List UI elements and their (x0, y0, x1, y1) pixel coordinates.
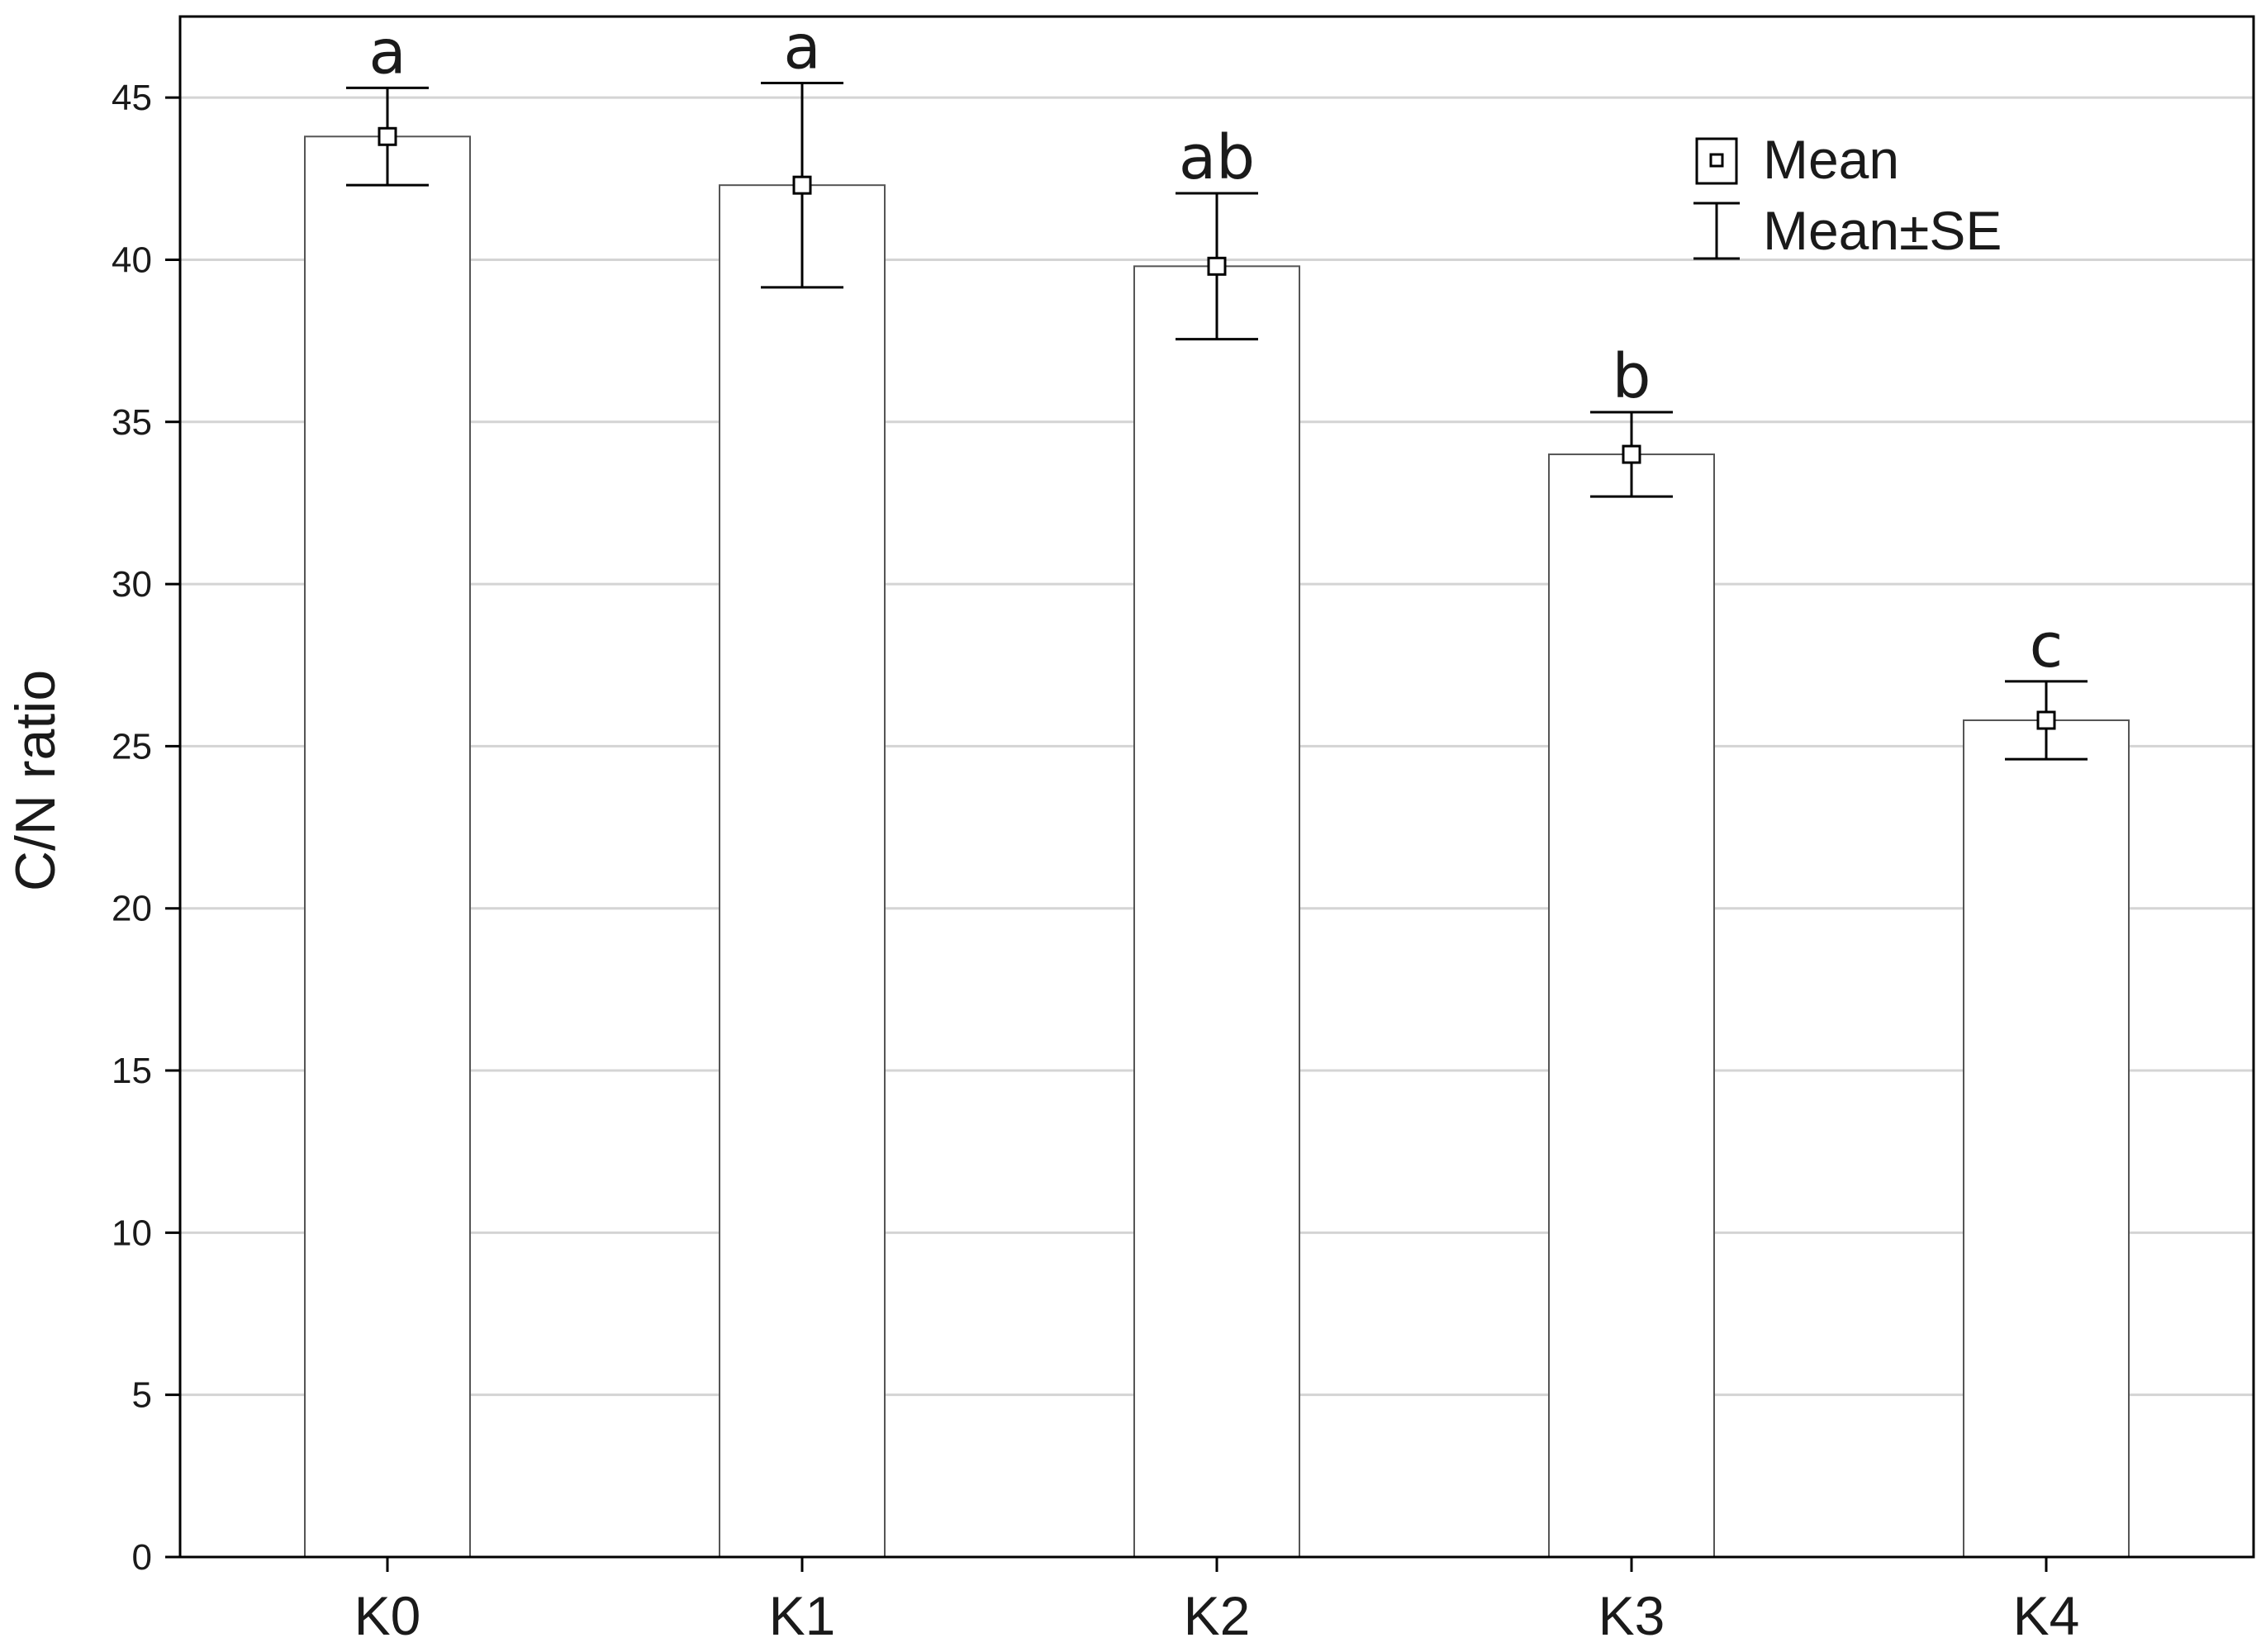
y-axis-title: C/N ratio (4, 670, 67, 891)
y-tick-label-10: 10 (112, 1213, 152, 1253)
legend: Mean Mean±SE (1693, 129, 2002, 261)
mean-marker-K4 (2036, 710, 2056, 730)
x-tick-label-K1: K1 (769, 1585, 836, 1646)
y-tick-label-25: 25 (112, 726, 152, 767)
y-tick-label-35: 35 (112, 402, 152, 443)
bar-K2 (1133, 265, 1300, 1559)
y-tick-label-45: 45 (112, 78, 152, 118)
significance-letter-K3: b (1613, 341, 1651, 412)
bar-K1 (719, 184, 886, 1558)
x-tick-label-K3: K3 (1598, 1585, 1665, 1646)
mean-marker-K1 (792, 175, 812, 195)
bar-K4 (1963, 719, 2130, 1558)
legend-mean-marker-dot (1709, 153, 1724, 168)
mean-marker-K0 (378, 126, 397, 146)
y-tick-label-0: 0 (132, 1537, 152, 1578)
significance-letter-K2: ab (1179, 122, 1255, 193)
y-tick-label-20: 20 (112, 889, 152, 929)
tick-layer: 0 5 10 15 20 25 30 35 40 45 K0 K1 K2 K3 K4 (112, 78, 2079, 1646)
y-tick-label-30: 30 (112, 564, 152, 605)
legend-mean-label: Mean (1763, 129, 1899, 190)
significance-letter-K0: a (368, 17, 406, 88)
x-tick-label-K4: K4 (2013, 1585, 2080, 1646)
significance-letter-K4: c (2030, 610, 2064, 681)
bar-K3 (1548, 453, 1715, 1558)
legend-se-label: Mean±SE (1763, 200, 2002, 261)
bar-layer (304, 135, 2130, 1559)
significance-letter-K1: a (783, 12, 820, 83)
x-tick-label-K0: K0 (354, 1585, 421, 1646)
x-tick-label-K2: K2 (1184, 1585, 1251, 1646)
bar-K0 (304, 135, 471, 1558)
y-tick-label-40: 40 (112, 240, 152, 280)
error-layer (346, 81, 2088, 761)
y-tick-label-5: 5 (132, 1375, 152, 1416)
y-tick-label-15: 15 (112, 1051, 152, 1091)
mean-marker-K2 (1207, 256, 1227, 276)
label-layer: a a ab b c (368, 12, 2063, 681)
mean-marker-K3 (1622, 444, 1641, 464)
